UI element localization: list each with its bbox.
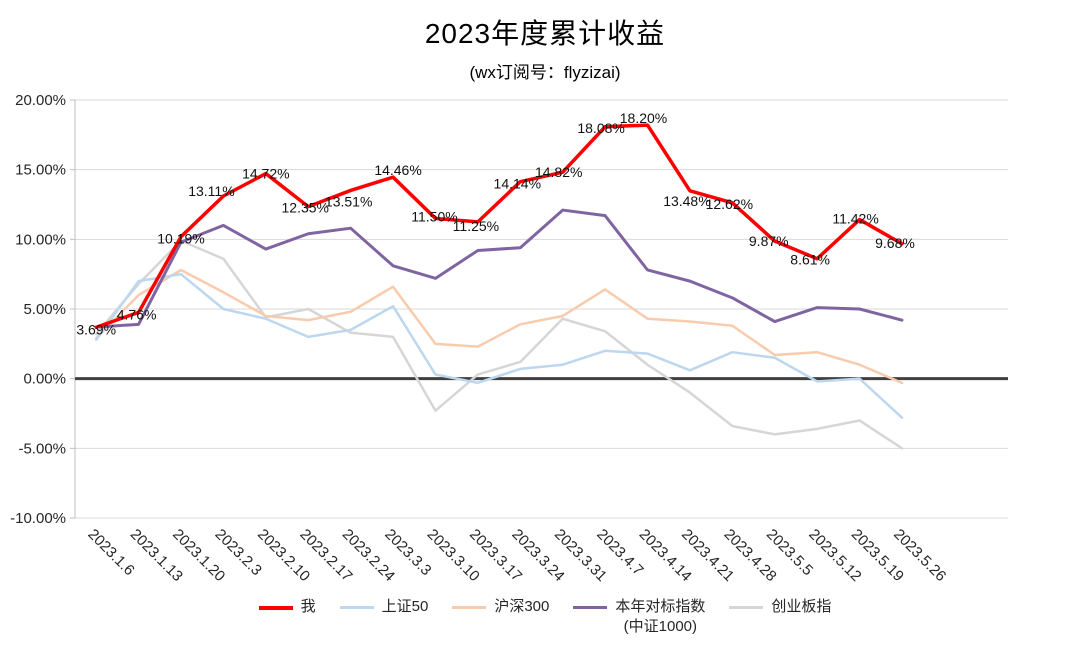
legend-label-line1: 上证50: [381, 598, 429, 615]
y-axis-label: 5.00%: [23, 301, 66, 318]
data-label: 10.19%: [157, 231, 204, 247]
legend-label: 我: [301, 597, 316, 617]
legend-line-swatch: [573, 606, 608, 609]
series-line-0: [94, 123, 904, 330]
y-axis-label: 15.00%: [15, 162, 66, 179]
legend-item-2: 沪深300: [452, 597, 549, 617]
legend-item-1: 上证50: [339, 597, 429, 617]
data-label: 3.69%: [76, 321, 116, 337]
data-label: 18.08%: [577, 120, 624, 136]
legend-line-swatch: [729, 606, 764, 609]
legend-label-line2: (中证1000): [623, 618, 698, 635]
data-label: 12.62%: [706, 196, 753, 212]
data-label: 14.82%: [535, 164, 582, 180]
data-label: 13.48%: [663, 193, 710, 209]
data-label: 11.25%: [453, 218, 499, 234]
y-axis-label: -10.00%: [10, 510, 66, 527]
data-label: 9.68%: [875, 235, 915, 251]
data-label: 4.76%: [117, 306, 157, 322]
y-axis-label: 10.00%: [15, 231, 66, 248]
series-line-4: [94, 239, 904, 450]
series-line-3: [94, 208, 904, 329]
chart-title: 2023年度累计收益: [424, 18, 666, 49]
legend-label: 本年对标指数 (中证1000): [615, 597, 705, 637]
legend-item-4: 创业板指: [729, 597, 831, 617]
legend-item-0: 我: [258, 597, 316, 617]
legend-label: 上证50: [382, 597, 429, 617]
data-label: 8.61%: [790, 252, 830, 268]
y-axis-label: 0.00%: [23, 371, 66, 388]
data-label: 13.11%: [188, 183, 234, 199]
chart-legend: 我 上证50 沪深300 本年对标指数 (中证1000) 创业板指: [0, 597, 1090, 637]
legend-line-swatch: [452, 606, 487, 609]
legend-label: 创业板指: [771, 597, 831, 617]
legend-line-swatch: [258, 606, 293, 610]
data-label: 14.14%: [494, 176, 541, 192]
data-label: 11.50%: [411, 208, 457, 224]
data-label: 9.87%: [749, 233, 789, 249]
data-label: 14.46%: [374, 162, 421, 178]
legend-label-line1: 创业板指: [771, 598, 832, 615]
chart-subtitle: (wx订阅号：flyzizai): [469, 63, 621, 82]
series-line-1: [94, 272, 904, 419]
y-axis-label: 20.00%: [15, 92, 66, 109]
data-label: 18.20%: [620, 110, 667, 126]
data-label: 13.51%: [325, 193, 372, 209]
legend-label-line1: 本年对标指数: [615, 598, 706, 615]
legend-label: 沪深300: [494, 597, 549, 617]
legend-line-swatch: [339, 606, 374, 609]
legend-label-line1: 沪深300: [494, 598, 550, 615]
y-axis-label: -5.00%: [18, 440, 66, 457]
series-line-2: [94, 268, 904, 385]
legend-item-3: 本年对标指数 (中证1000): [573, 597, 705, 637]
data-label: 12.35%: [282, 200, 329, 216]
data-label: 14.72%: [242, 166, 289, 182]
legend-label-line1: 我: [300, 598, 316, 615]
data-label: 11.42%: [832, 211, 878, 227]
